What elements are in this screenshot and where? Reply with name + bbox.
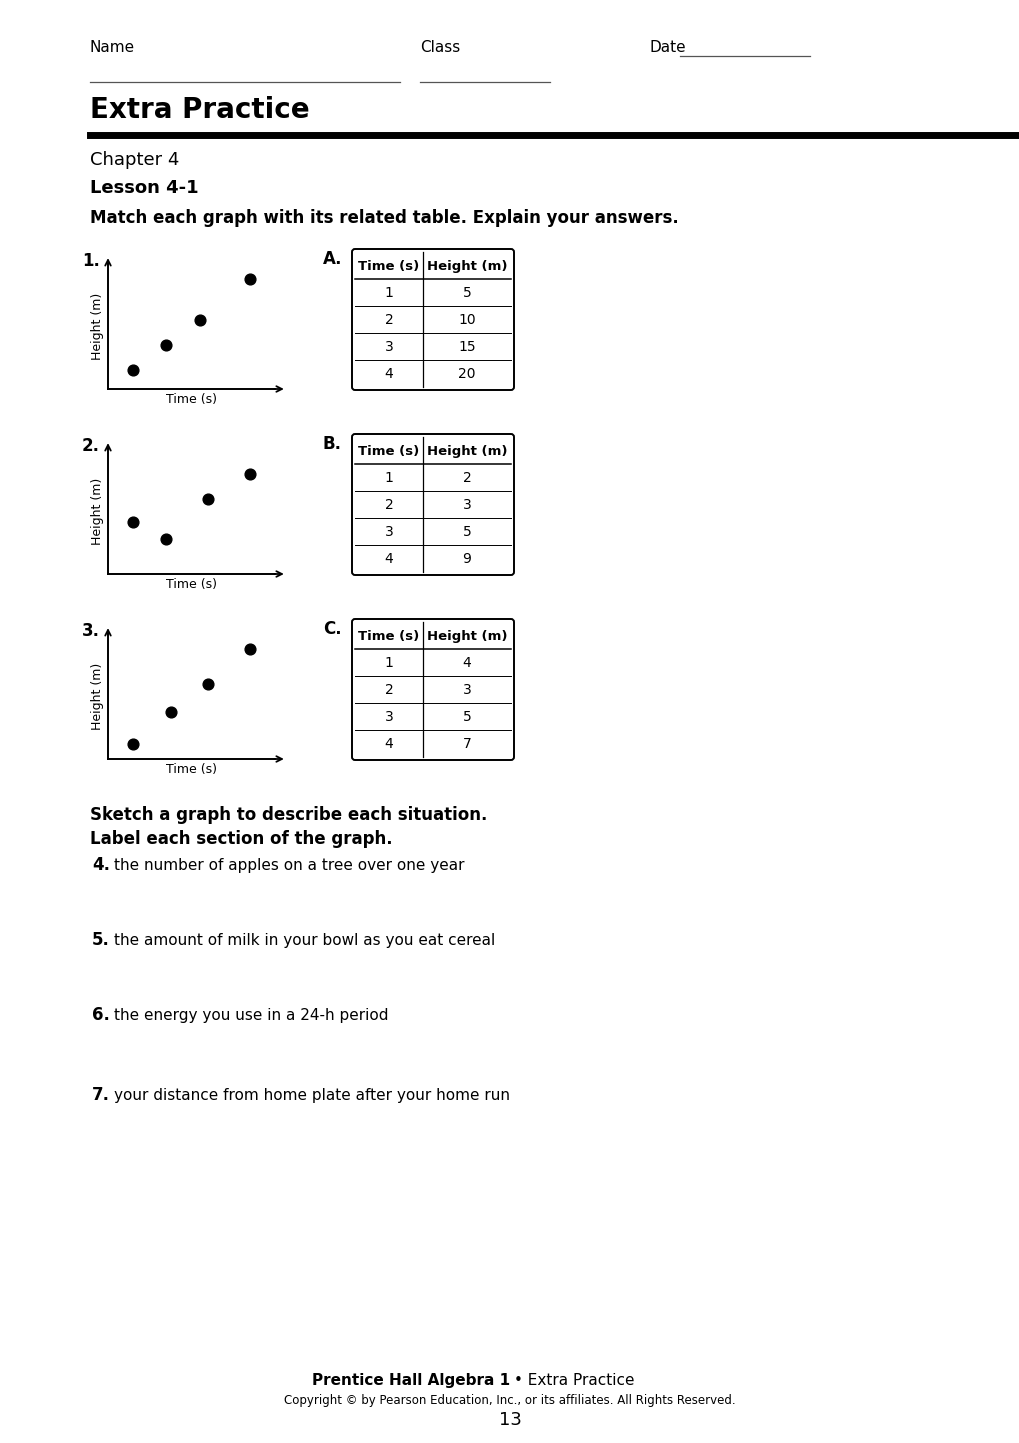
Text: 3: 3: [384, 710, 393, 724]
Text: Time (s): Time (s): [358, 444, 419, 457]
Text: 15: 15: [458, 341, 475, 354]
Text: • Extra Practice: • Extra Practice: [514, 1372, 634, 1388]
Text: Height (m): Height (m): [426, 629, 506, 642]
Text: 4: 4: [384, 553, 393, 566]
FancyBboxPatch shape: [352, 250, 514, 390]
Text: 2: 2: [384, 683, 393, 697]
Text: Extra Practice: Extra Practice: [90, 97, 310, 124]
Point: [242, 267, 258, 290]
Text: Chapter 4: Chapter 4: [90, 152, 179, 169]
Text: 2: 2: [463, 470, 471, 485]
Text: Date: Date: [649, 40, 686, 55]
X-axis label: Time (s): Time (s): [166, 763, 217, 776]
Text: 10: 10: [458, 313, 475, 328]
Text: C.: C.: [323, 620, 341, 638]
Text: 2.: 2.: [82, 437, 100, 455]
Text: 5: 5: [463, 710, 471, 724]
Point: [242, 638, 258, 661]
Text: your distance from home plate after your home run: your distance from home plate after your…: [114, 1088, 510, 1102]
Point: [124, 359, 141, 382]
Text: Name: Name: [90, 40, 135, 55]
Text: 3: 3: [384, 341, 393, 354]
Text: Copyright © by Pearson Education, Inc., or its affiliates. All Rights Reserved.: Copyright © by Pearson Education, Inc., …: [284, 1394, 735, 1407]
Text: 6.: 6.: [92, 1006, 110, 1025]
Text: 1: 1: [384, 657, 393, 670]
Text: 2: 2: [384, 498, 393, 512]
Text: 5.: 5.: [92, 931, 110, 949]
Text: B.: B.: [323, 434, 341, 453]
Text: 5: 5: [463, 286, 471, 300]
Text: 13: 13: [498, 1411, 521, 1429]
Text: 4: 4: [463, 657, 471, 670]
Text: 4: 4: [384, 737, 393, 750]
Text: Lesson 4-1: Lesson 4-1: [90, 179, 199, 198]
Text: 3: 3: [384, 525, 393, 540]
Y-axis label: Height (m): Height (m): [91, 293, 104, 361]
Text: 2: 2: [384, 313, 393, 328]
Text: 7: 7: [463, 737, 471, 750]
Point: [124, 509, 141, 532]
Text: 3: 3: [463, 498, 471, 512]
Text: 4: 4: [384, 367, 393, 381]
FancyBboxPatch shape: [352, 619, 514, 760]
Text: 4.: 4.: [92, 856, 110, 874]
Text: 20: 20: [458, 367, 475, 381]
Text: 3: 3: [463, 683, 471, 697]
Point: [200, 672, 216, 696]
Text: Class: Class: [420, 40, 460, 55]
Text: the number of apples on a tree over one year: the number of apples on a tree over one …: [114, 859, 464, 873]
Text: 5: 5: [463, 525, 471, 540]
X-axis label: Time (s): Time (s): [166, 392, 217, 405]
Text: the energy you use in a 24-h period: the energy you use in a 24-h period: [114, 1009, 388, 1023]
Text: Prentice Hall Algebra 1: Prentice Hall Algebra 1: [312, 1372, 510, 1388]
FancyBboxPatch shape: [352, 434, 514, 574]
X-axis label: Time (s): Time (s): [166, 579, 217, 592]
Text: the amount of milk in your bowl as you eat cereal: the amount of milk in your bowl as you e…: [114, 934, 495, 948]
Point: [163, 700, 179, 723]
Y-axis label: Height (m): Height (m): [91, 478, 104, 545]
Point: [192, 309, 208, 332]
Text: Time (s): Time (s): [358, 260, 419, 273]
Text: Time (s): Time (s): [358, 629, 419, 642]
Text: Match each graph with its related table. Explain your answers.: Match each graph with its related table.…: [90, 209, 678, 227]
Y-axis label: Height (m): Height (m): [91, 662, 104, 730]
Text: 1.: 1.: [82, 253, 100, 270]
Text: 1: 1: [384, 286, 393, 300]
Text: Height (m): Height (m): [426, 444, 506, 457]
Point: [158, 333, 174, 356]
Text: 1: 1: [384, 470, 393, 485]
Text: Height (m): Height (m): [426, 260, 506, 273]
Point: [158, 528, 174, 551]
Point: [200, 488, 216, 511]
Point: [124, 733, 141, 756]
Text: Label each section of the graph.: Label each section of the graph.: [90, 830, 392, 848]
Text: A.: A.: [323, 250, 342, 268]
Text: 9: 9: [462, 553, 471, 566]
Text: 3.: 3.: [82, 622, 100, 641]
Text: Sketch a graph to describe each situation.: Sketch a graph to describe each situatio…: [90, 807, 487, 824]
Point: [242, 462, 258, 485]
Text: 7.: 7.: [92, 1087, 110, 1104]
